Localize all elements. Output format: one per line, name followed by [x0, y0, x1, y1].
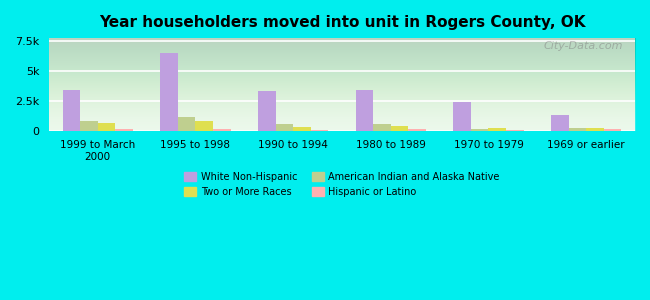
- Bar: [293, 127, 311, 131]
- Bar: [373, 124, 391, 131]
- Text: City-Data.com: City-Data.com: [544, 41, 623, 51]
- Bar: [258, 91, 276, 131]
- Bar: [213, 129, 231, 131]
- Bar: [408, 129, 426, 131]
- Bar: [178, 117, 196, 131]
- Bar: [489, 128, 506, 131]
- Bar: [196, 121, 213, 131]
- Bar: [356, 90, 373, 131]
- Bar: [453, 102, 471, 131]
- Bar: [311, 130, 328, 131]
- Bar: [98, 123, 116, 131]
- Bar: [471, 129, 489, 131]
- Bar: [116, 129, 133, 131]
- Bar: [161, 52, 178, 131]
- Bar: [551, 115, 569, 131]
- Bar: [506, 130, 524, 131]
- Title: Year householders moved into unit in Rogers County, OK: Year householders moved into unit in Rog…: [99, 15, 585, 30]
- Bar: [80, 121, 98, 131]
- Bar: [62, 90, 80, 131]
- Bar: [569, 128, 586, 131]
- Bar: [586, 128, 604, 131]
- Bar: [391, 126, 408, 131]
- Legend: White Non-Hispanic, Two or More Races, American Indian and Alaska Native, Hispan: White Non-Hispanic, Two or More Races, A…: [180, 168, 504, 200]
- Bar: [276, 124, 293, 131]
- Bar: [604, 129, 621, 131]
